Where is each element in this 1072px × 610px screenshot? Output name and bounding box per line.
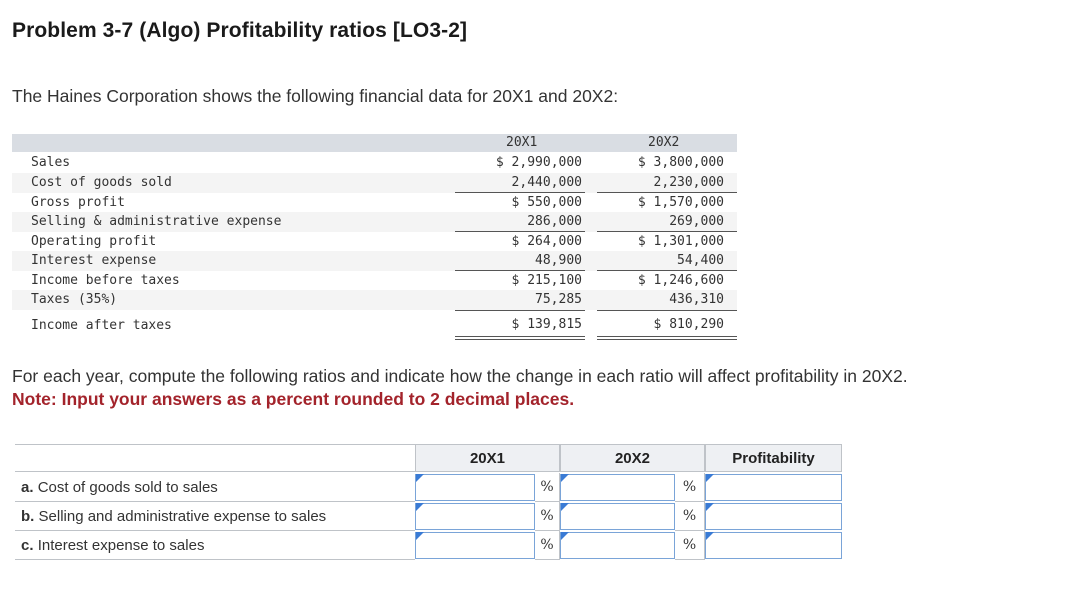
fin-value-20x1: 48,900 — [535, 253, 582, 268]
answer-header-20x1: 20X1 — [415, 444, 560, 472]
fin-value-20x1: 286,000 — [527, 214, 582, 229]
subtotal-rule — [455, 231, 585, 232]
page-title: Problem 3-7 (Algo) Profitability ratios … — [12, 19, 468, 42]
row-band — [12, 290, 737, 310]
input-flag-icon — [416, 503, 424, 511]
row-prefix: a. — [21, 479, 34, 496]
percent-symbol: % — [675, 502, 705, 531]
fin-label: Interest expense — [31, 253, 157, 268]
select-flag-icon — [706, 474, 714, 482]
instructions-text: For each year, compute the following rat… — [12, 366, 908, 386]
input-flag-icon — [416, 532, 424, 540]
subtotal-rule — [597, 231, 737, 232]
sga-to-sales-20x1-input[interactable] — [415, 503, 535, 530]
answer-header-profitability: Profitability — [705, 444, 842, 472]
header-20x2: 20X2 — [648, 135, 680, 150]
answer-header-blank — [15, 444, 415, 472]
financial-statement: 20X1 20X2 Sales $ 2,990,000 $ 3,800,000 … — [12, 134, 737, 343]
fin-value-20x1: 75,285 — [535, 292, 582, 307]
fin-label: Taxes (35%) — [31, 292, 118, 307]
answer-row: c. Interest expense to sales % % — [15, 531, 842, 560]
header-20x1: 20X1 — [506, 135, 538, 150]
fin-value-20x1: $ 139,815 — [511, 317, 582, 332]
fin-value-20x1: $ 2,990,000 — [495, 155, 582, 170]
cogs-profitability-select[interactable] — [705, 474, 842, 501]
row-label-text: Cost of goods sold to sales — [37, 479, 218, 496]
fin-value-20x2: $ 810,290 — [653, 317, 724, 332]
interest-profitability-select[interactable] — [705, 532, 842, 559]
input-flag-icon — [416, 474, 424, 482]
fin-value-20x2: 436,310 — [669, 292, 724, 307]
subtotal-rule — [597, 270, 737, 271]
subtotal-rule — [455, 310, 585, 311]
fin-value-20x1: 2,440,000 — [511, 175, 582, 190]
fin-value-20x2: 2,230,000 — [653, 175, 724, 190]
subtotal-rule — [597, 192, 737, 193]
row-label-text: Selling and administrative expense to sa… — [38, 508, 327, 525]
subtotal-rule — [455, 270, 585, 271]
fin-label: Income after taxes — [31, 318, 172, 333]
fin-value-20x2: 269,000 — [669, 214, 724, 229]
fin-value-20x1: $ 550,000 — [511, 195, 582, 210]
sga-to-sales-20x2-input[interactable] — [560, 503, 675, 530]
answer-row-label: a. Cost of goods sold to sales — [15, 473, 415, 502]
fin-value-20x2: $ 1,570,000 — [637, 195, 724, 210]
row-prefix: c. — [21, 537, 34, 554]
input-flag-icon — [561, 474, 569, 482]
percent-symbol: % — [535, 531, 560, 560]
fin-value-20x2: $ 1,246,600 — [637, 273, 724, 288]
fin-label: Cost of goods sold — [31, 175, 172, 190]
financial-header-band — [12, 134, 737, 152]
total-double-rule — [597, 336, 737, 340]
answer-header-20x2: 20X2 — [560, 444, 705, 472]
fin-label: Selling & administrative expense — [31, 214, 282, 229]
row-band — [12, 251, 737, 271]
answer-row: b. Selling and administrative expense to… — [15, 502, 842, 531]
percent-symbol: % — [535, 502, 560, 531]
cogs-to-sales-20x1-input[interactable] — [415, 474, 535, 501]
fin-label: Sales — [31, 155, 71, 170]
fin-value-20x2: $ 3,800,000 — [637, 155, 724, 170]
interest-to-sales-20x1-input[interactable] — [415, 532, 535, 559]
cogs-to-sales-20x2-input[interactable] — [560, 474, 675, 501]
total-double-rule — [455, 336, 585, 340]
input-flag-icon — [561, 532, 569, 540]
row-band — [12, 173, 737, 193]
answer-row-label: c. Interest expense to sales — [15, 531, 415, 560]
answer-row: a. Cost of goods sold to sales % % — [15, 473, 842, 502]
answer-row-label: b. Selling and administrative expense to… — [15, 502, 415, 531]
fin-value-20x1: $ 215,100 — [511, 273, 582, 288]
select-flag-icon — [706, 532, 714, 540]
note-text: Note: Input your answers as a percent ro… — [12, 389, 575, 409]
sga-profitability-select[interactable] — [705, 503, 842, 530]
fin-value-20x2: 54,400 — [677, 253, 724, 268]
fin-value-20x1: $ 264,000 — [511, 234, 582, 249]
subtotal-rule — [455, 192, 585, 193]
row-prefix: b. — [21, 508, 35, 525]
intro-text: The Haines Corporation shows the followi… — [12, 86, 619, 106]
fin-label: Operating profit — [31, 234, 157, 249]
subtotal-rule — [597, 310, 737, 311]
percent-symbol: % — [675, 473, 705, 502]
fin-label: Income before taxes — [31, 273, 180, 288]
fin-value-20x2: $ 1,301,000 — [637, 234, 724, 249]
select-flag-icon — [706, 503, 714, 511]
percent-symbol: % — [535, 473, 560, 502]
percent-symbol: % — [675, 531, 705, 560]
interest-to-sales-20x2-input[interactable] — [560, 532, 675, 559]
answer-table: 20X1 20X2 Profitability a. Cost of goods… — [15, 444, 842, 560]
row-band — [12, 212, 737, 232]
input-flag-icon — [561, 503, 569, 511]
row-label-text: Interest expense to sales — [37, 537, 205, 554]
fin-label: Gross profit — [31, 195, 125, 210]
